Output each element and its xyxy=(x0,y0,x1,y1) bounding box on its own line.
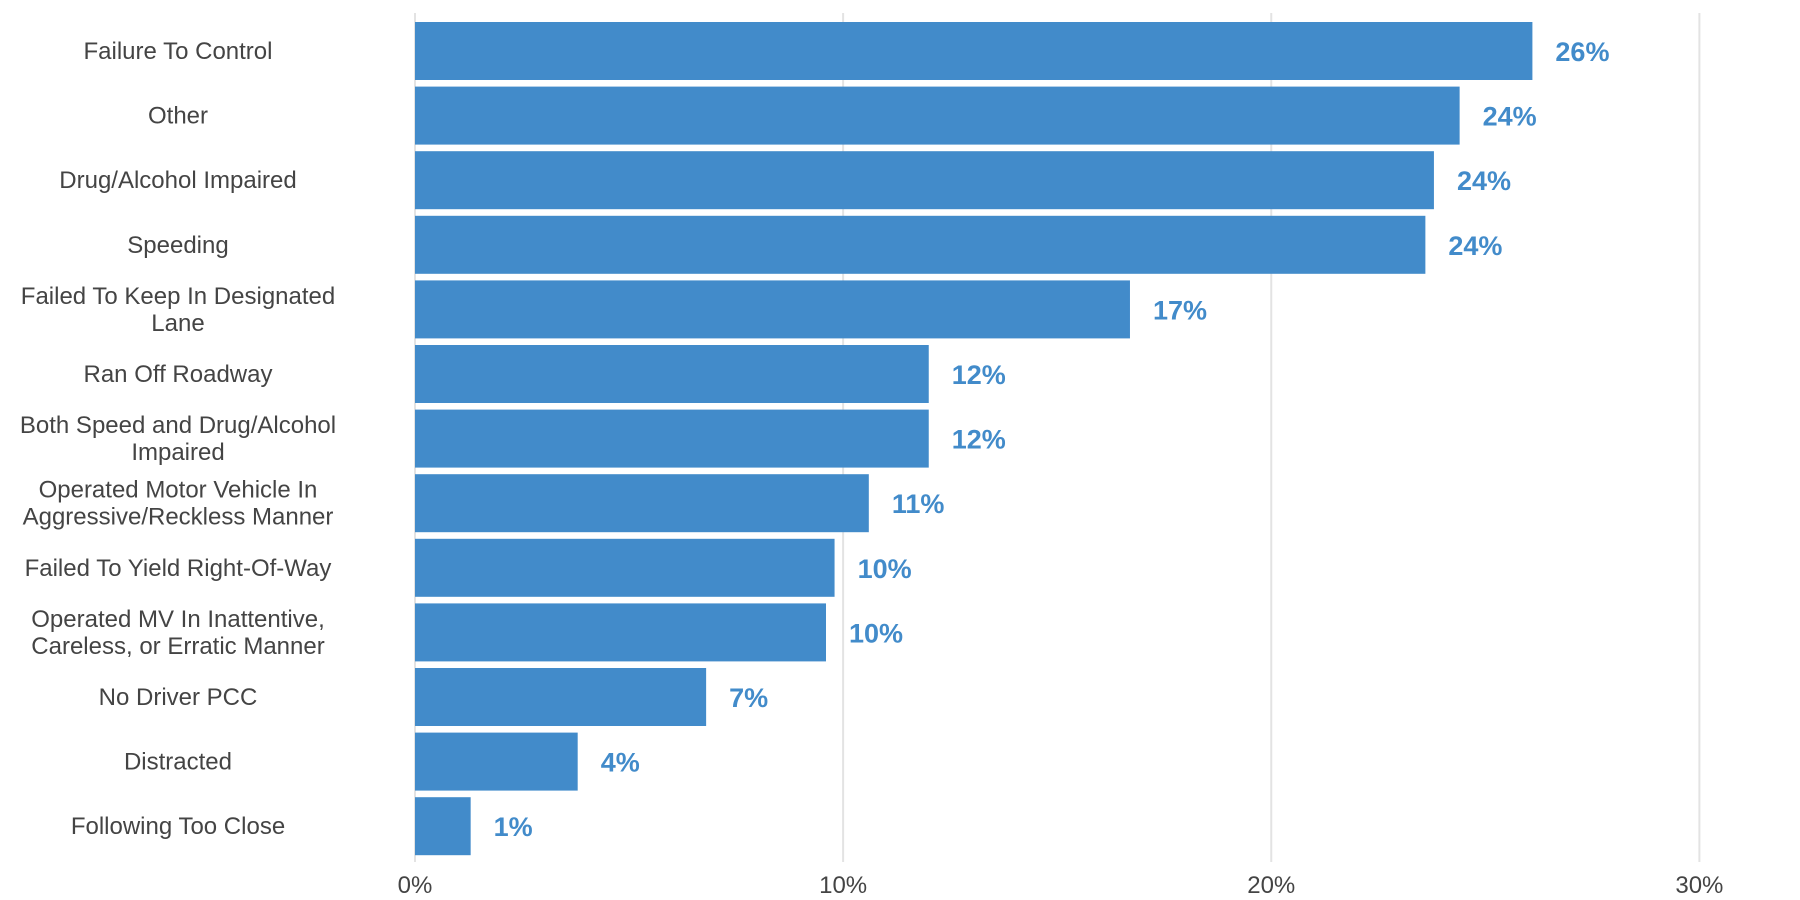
bar-11 xyxy=(415,732,578,791)
value-label-4: 17% xyxy=(1153,295,1207,325)
category-label-5: Ran Off Roadway xyxy=(84,361,273,388)
category-label-2: Drug/Alcohol Impaired xyxy=(59,167,296,194)
category-label-7-line-1: Aggressive/Reckless Manner xyxy=(23,504,334,531)
bar-8 xyxy=(415,538,835,597)
bar-3 xyxy=(415,215,1426,274)
category-label-9-line-1: Careless, or Erratic Manner xyxy=(31,633,324,660)
bar-12 xyxy=(415,797,471,856)
bar-7 xyxy=(415,474,869,533)
bar-9 xyxy=(415,603,826,662)
category-label-7-line-0: Operated Motor Vehicle In xyxy=(39,477,318,504)
bar-0 xyxy=(415,22,1533,80)
value-label-7: 11% xyxy=(892,489,945,519)
category-label-3: Speeding xyxy=(127,232,228,259)
category-label-0: Failure To Control xyxy=(84,38,273,65)
bar-4 xyxy=(415,280,1130,339)
category-label-6-line-0: Both Speed and Drug/Alcohol xyxy=(20,412,336,439)
category-label-12: Following Too Close xyxy=(71,813,285,840)
value-labels: 26% 24% 24% 24% 17% 12% 12% 11% 10% 10% 7% 4% 1% xyxy=(494,37,1610,842)
category-label-8: Failed To Yield Right-Of-Way xyxy=(25,555,332,582)
value-label-1: 24% xyxy=(1483,102,1537,132)
bar-1 xyxy=(415,86,1460,145)
value-label-11: 4% xyxy=(601,748,640,778)
category-label-9-line-0: Operated MV In Inattentive, xyxy=(31,606,325,633)
x-tick-label-3: 30% xyxy=(1675,872,1723,899)
value-label-6: 12% xyxy=(952,425,1006,455)
x-axis-tick-labels: 0% 10% 20% 30% xyxy=(398,872,1724,899)
x-tick-label-2: 20% xyxy=(1247,872,1295,899)
value-label-9: 10% xyxy=(849,618,903,648)
category-labels: Failure To Control Other Drug/Alcohol Impa… xyxy=(20,38,336,840)
value-label-12: 1% xyxy=(494,812,533,842)
bars xyxy=(415,22,1533,856)
value-label-2: 24% xyxy=(1457,166,1511,196)
bar-10 xyxy=(415,668,707,726)
bar-2 xyxy=(415,151,1434,210)
category-label-1: Other xyxy=(148,103,208,130)
bar-5 xyxy=(415,345,929,403)
category-label-10: No Driver PCC xyxy=(99,684,258,711)
value-label-0: 26% xyxy=(1555,37,1609,67)
category-label-4-line-1: Lane xyxy=(151,310,204,337)
value-label-10: 7% xyxy=(729,683,768,713)
category-label-4-line-0: Failed To Keep In Designated xyxy=(21,283,335,310)
category-label-6-line-1: Impaired xyxy=(131,439,224,466)
value-label-3: 24% xyxy=(1448,231,1502,261)
value-label-5: 12% xyxy=(952,360,1006,390)
value-label-8: 10% xyxy=(858,554,912,584)
x-tick-label-0: 0% xyxy=(398,872,433,899)
x-tick-label-1: 10% xyxy=(819,872,867,899)
bar-6 xyxy=(415,409,929,468)
category-label-11: Distracted xyxy=(124,749,232,776)
